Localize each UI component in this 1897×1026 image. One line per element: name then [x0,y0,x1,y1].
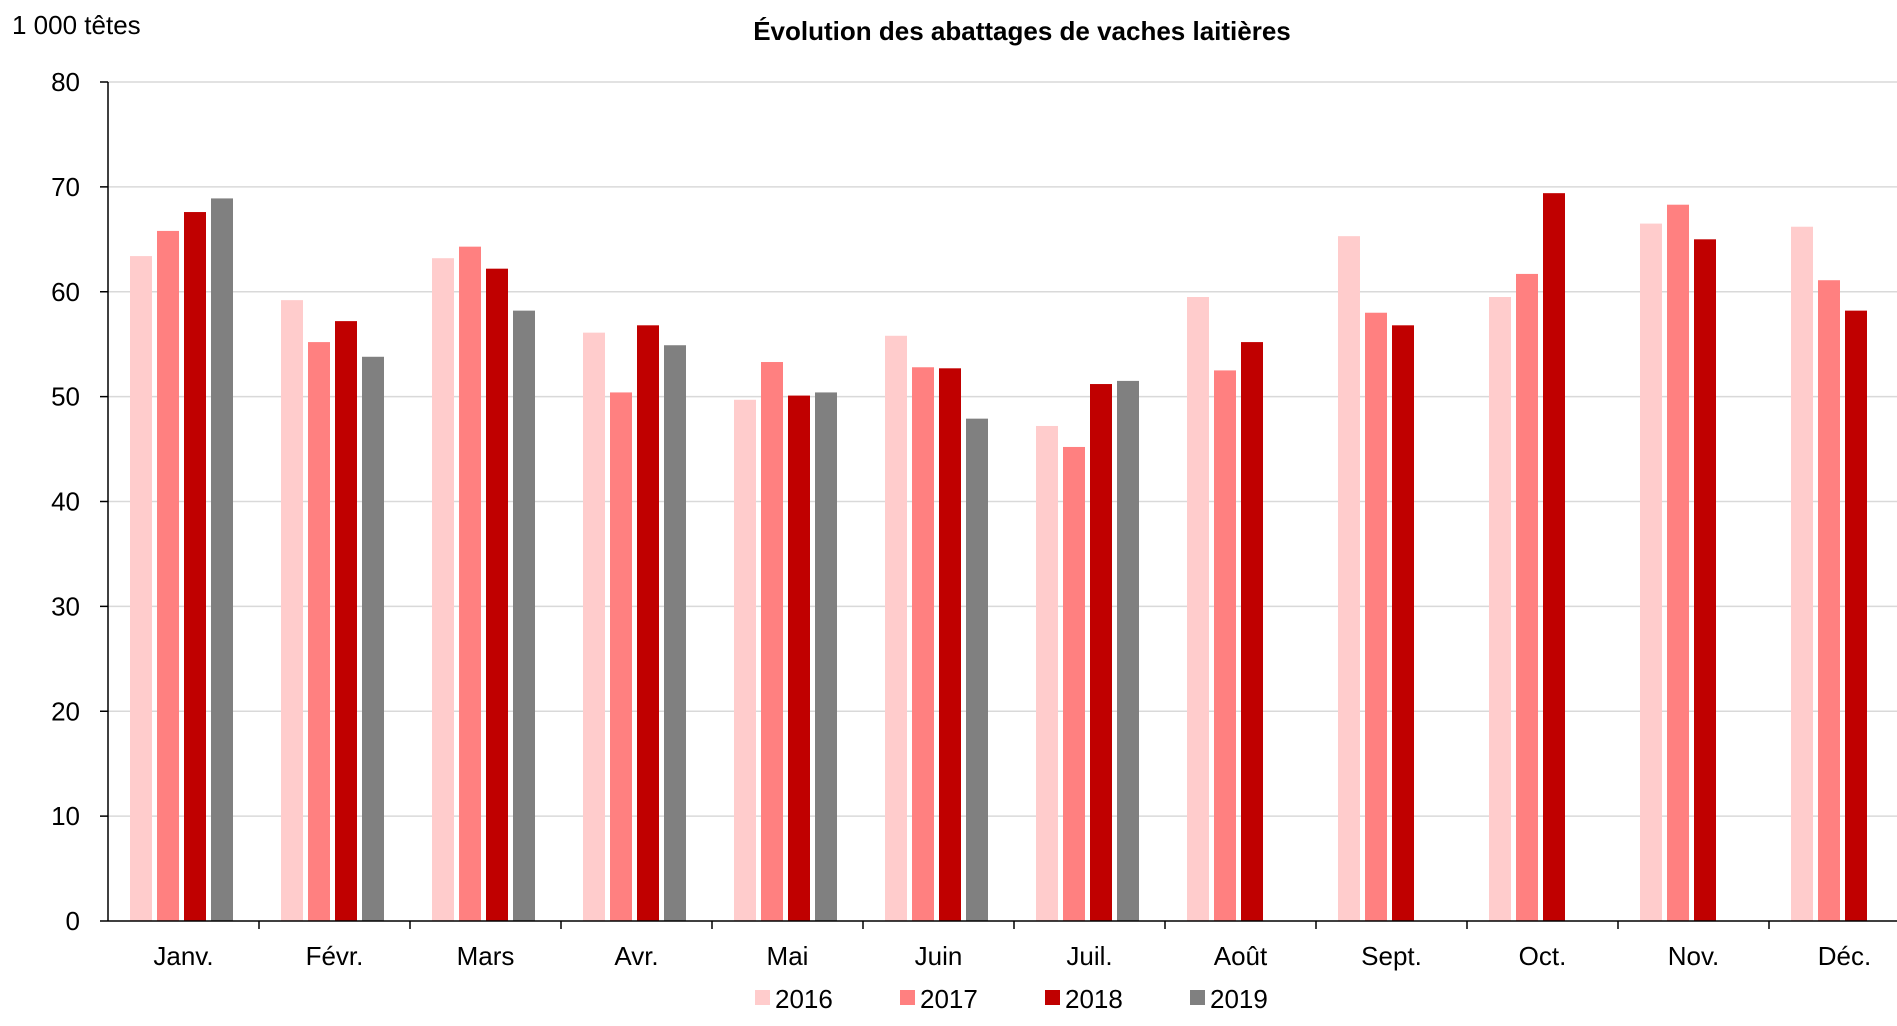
bar [664,345,686,922]
bar [637,325,659,921]
bar [1338,236,1360,921]
bar [610,392,632,921]
bar-group [1640,204,1716,922]
bar [1489,296,1511,921]
bar-group [1791,226,1867,922]
y-tick-label: 20 [51,696,80,726]
legend-item: 2016 [755,984,833,1014]
bar [1365,312,1387,922]
legend-label: 2017 [920,984,978,1014]
x-tick-label: Mai [767,941,809,971]
bar [1543,193,1565,922]
bar [362,356,384,922]
bar [1791,226,1813,922]
bar [966,418,988,921]
y-tick-label: 70 [51,172,80,202]
bars [130,193,1867,922]
legend-swatch [755,990,770,1005]
y-tick-label: 80 [51,67,80,97]
bar [486,268,508,921]
bar-group [1036,380,1139,921]
bar [815,392,837,921]
y-tick-label: 30 [51,591,80,621]
y-tick-label: 60 [51,277,80,307]
bar [1241,342,1263,922]
bar [788,395,810,921]
bar [1516,273,1538,921]
x-tick-label: Mars [457,941,515,971]
bar [885,335,907,921]
y-axis-unit-label: 1 000 têtes [12,10,141,40]
bar [281,300,303,921]
bar [1667,204,1689,922]
legend: 2016 2017 2018 2019 [755,984,1268,1014]
bar-group [885,335,988,922]
x-tick-label: Oct. [1519,941,1567,971]
bar [583,332,605,921]
bar [1392,325,1414,921]
x-tick-label: Févr. [306,941,364,971]
x-tick-label: Juin [915,941,963,971]
bar [459,246,481,921]
axes: 0 10 20 30 40 50 60 70 80 Janv. Févr. Mars Avr. Mai Ju… [51,67,1897,971]
bar-group [432,246,535,921]
bar-group [583,325,686,922]
legend-label: 2016 [775,984,833,1014]
x-tick-label: Déc. [1818,941,1871,971]
x-tick-label: Août [1214,941,1268,971]
bar [1090,384,1112,921]
bar [1036,425,1058,921]
bar [211,198,233,921]
bar [1117,380,1139,921]
x-tick-label: Avr. [614,941,658,971]
legend-swatch [900,990,915,1005]
bar [912,367,934,921]
bar [184,212,206,922]
bar-group [1187,296,1263,922]
bar [1845,310,1867,921]
x-tick-label: Juil. [1066,941,1112,971]
bar [734,399,756,921]
bar [308,342,330,922]
legend-swatch [1190,990,1205,1005]
y-tick-label: 10 [51,801,80,831]
bar [939,368,961,922]
bar [1818,280,1840,921]
bar [513,310,535,921]
bar [761,362,783,921]
bar [1694,239,1716,921]
gridlines [108,81,1897,817]
bar [335,321,357,921]
legend-swatch [1045,990,1060,1005]
chart-title: Évolution des abattages de vaches laitiè… [753,16,1291,46]
x-tick-label: Janv. [153,941,213,971]
bar-group [1338,236,1414,922]
legend-item: 2018 [1045,984,1123,1014]
bar [432,258,454,921]
bar [1187,296,1209,921]
y-tick-label: 0 [66,906,80,936]
legend-label: 2019 [1210,984,1268,1014]
legend-item: 2017 [900,984,978,1014]
bar [1214,370,1236,921]
legend-item: 2019 [1190,984,1268,1014]
bar-group [281,300,384,922]
y-tick-label: 50 [51,382,80,412]
y-tick-label: 40 [51,487,80,517]
bar [130,256,152,921]
bar-group [1489,193,1565,922]
bar [1640,223,1662,922]
x-tick-label: Sept. [1361,941,1422,971]
bar-group [734,362,837,921]
x-tick-label: Nov. [1668,941,1720,971]
bar [157,230,179,922]
bar-group [130,198,233,922]
legend-label: 2018 [1065,984,1123,1014]
bar [1063,446,1085,921]
